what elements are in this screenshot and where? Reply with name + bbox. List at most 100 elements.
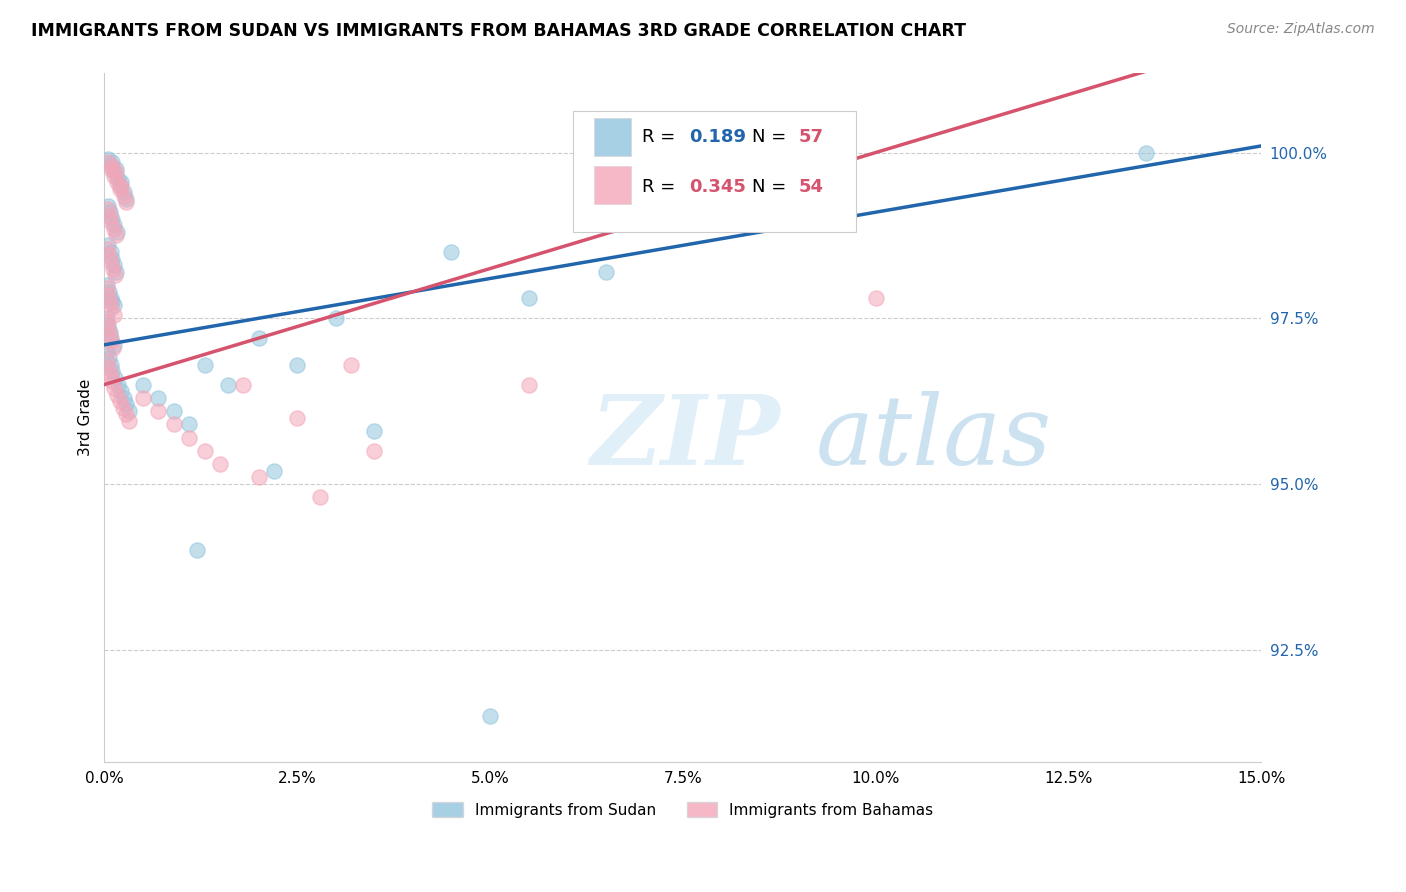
Point <box>108 182 131 196</box>
Point <box>132 391 155 405</box>
Point <box>363 424 385 438</box>
Point <box>103 308 125 322</box>
Point <box>110 178 132 193</box>
Point <box>97 202 120 216</box>
Point <box>100 334 122 349</box>
Point <box>104 228 127 243</box>
Text: ZIP: ZIP <box>591 392 780 485</box>
Point <box>110 384 132 399</box>
Point <box>479 709 502 723</box>
Point <box>100 301 122 316</box>
Point <box>97 318 120 332</box>
Point <box>101 211 124 226</box>
Point <box>179 431 201 445</box>
Text: N =: N = <box>752 178 793 195</box>
Point <box>100 255 122 269</box>
Point <box>100 244 122 259</box>
Point <box>148 404 170 418</box>
Point <box>101 294 124 309</box>
FancyBboxPatch shape <box>593 118 631 156</box>
Point <box>100 331 122 345</box>
Point <box>163 417 186 432</box>
Point <box>115 408 138 422</box>
FancyBboxPatch shape <box>593 166 631 204</box>
Point <box>112 186 135 200</box>
Point <box>363 443 385 458</box>
Point <box>247 331 270 345</box>
Point <box>163 404 186 418</box>
Point <box>100 159 122 173</box>
Point <box>97 288 120 302</box>
Point <box>98 285 121 299</box>
Point <box>104 265 127 279</box>
Point <box>96 281 118 295</box>
Point <box>96 278 118 293</box>
Point <box>179 417 201 432</box>
Point <box>115 397 138 411</box>
Text: Source: ZipAtlas.com: Source: ZipAtlas.com <box>1227 22 1375 37</box>
Point <box>118 414 141 428</box>
Point <box>111 401 134 415</box>
Point <box>103 219 125 233</box>
Point <box>105 387 128 401</box>
Point <box>103 165 125 179</box>
Point <box>98 248 121 262</box>
Text: 0.189: 0.189 <box>689 128 745 146</box>
FancyBboxPatch shape <box>574 111 856 232</box>
Point <box>865 292 887 306</box>
Point <box>285 410 308 425</box>
Point <box>115 192 138 206</box>
Point <box>115 195 138 210</box>
Point <box>285 358 308 372</box>
Point <box>96 354 118 368</box>
Point <box>340 358 363 372</box>
Point <box>112 188 135 202</box>
Point <box>108 394 131 409</box>
Point <box>96 311 118 326</box>
Point <box>98 361 121 376</box>
Point <box>232 377 254 392</box>
Point <box>101 159 124 173</box>
Point <box>103 221 125 235</box>
Point <box>108 178 131 193</box>
Point <box>98 327 121 342</box>
Point <box>98 209 121 223</box>
Point <box>101 374 124 388</box>
Point <box>101 364 124 378</box>
Point <box>101 252 124 266</box>
Point <box>96 344 118 359</box>
Text: 54: 54 <box>799 178 824 195</box>
Point <box>440 244 463 259</box>
Point <box>517 292 540 306</box>
Point <box>97 321 120 335</box>
Point <box>309 490 332 504</box>
Text: IMMIGRANTS FROM SUDAN VS IMMIGRANTS FROM BAHAMAS 3RD GRADE CORRELATION CHART: IMMIGRANTS FROM SUDAN VS IMMIGRANTS FROM… <box>31 22 966 40</box>
Point <box>104 165 127 179</box>
Point <box>104 162 127 177</box>
Text: R =: R = <box>643 128 682 146</box>
Point <box>100 358 122 372</box>
Point <box>194 358 217 372</box>
Point <box>517 377 540 392</box>
Point <box>107 377 129 392</box>
Point <box>98 351 121 365</box>
Point <box>325 311 347 326</box>
Text: N =: N = <box>752 128 793 146</box>
Point <box>101 155 124 169</box>
Point <box>1135 145 1157 160</box>
Text: atlas: atlas <box>815 392 1052 485</box>
Point <box>103 169 125 183</box>
Point <box>100 368 122 382</box>
Point <box>97 198 120 212</box>
Text: R =: R = <box>643 178 682 195</box>
Y-axis label: 3rd Grade: 3rd Grade <box>79 379 93 457</box>
Point <box>103 381 125 395</box>
Point <box>217 377 239 392</box>
Point <box>132 377 155 392</box>
Point <box>98 205 121 219</box>
Point <box>101 261 124 276</box>
Point <box>110 175 132 189</box>
Point <box>186 543 208 558</box>
Point <box>104 371 127 385</box>
Point <box>118 404 141 418</box>
